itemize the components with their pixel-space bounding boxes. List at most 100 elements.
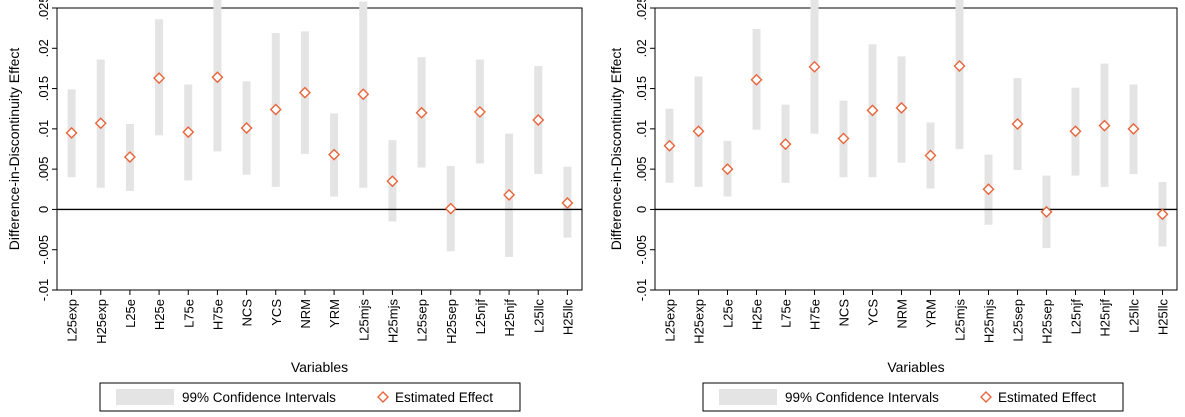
legend-effect-marker: [980, 391, 992, 403]
estimate-marker-YCS: [269, 103, 282, 116]
legend-effect-label: Estimated Effect: [395, 390, 493, 405]
x-tick-label: H25e: [152, 299, 167, 330]
x-tick-label: L25exp: [65, 299, 80, 342]
x-tick-label: L25mjs: [356, 299, 371, 341]
estimate-marker-H25mjs: [386, 175, 399, 188]
estimate-marker-H25njf: [1098, 119, 1111, 132]
estimate-marker-L25e: [123, 151, 136, 164]
estimate-marker-H25sep: [444, 202, 457, 215]
x-tick-label: H25njf: [502, 299, 517, 337]
x-tick-label: NRM: [895, 299, 910, 329]
x-tick-label: YRM: [327, 299, 342, 328]
x-tick-label: L25llc: [1127, 299, 1142, 333]
x-tick-label: YCS: [269, 299, 284, 326]
plot-frame: [654, 7, 1178, 291]
estimate-marker-NRM: [298, 86, 311, 99]
estimate-marker-YCS: [866, 104, 879, 117]
estimate-marker-H75e: [808, 60, 821, 73]
y-tick-label: -.005: [634, 235, 649, 265]
estimate-marker-H25e: [153, 72, 166, 85]
estimate-marker-H25exp: [94, 117, 107, 130]
y-tick-label: .01: [634, 120, 649, 138]
x-tick-label: H75e: [808, 299, 823, 330]
legend: 99% Confidence Intervals Estimated Effect: [702, 382, 1124, 412]
x-tick-label: L25e: [721, 299, 736, 328]
y-tick-label: 0: [634, 206, 649, 213]
x-tick-label: L25exp: [663, 299, 678, 342]
x-tick-label: L25llc: [531, 299, 546, 333]
estimate-marker-L25e: [721, 163, 734, 176]
legend-box: [99, 382, 521, 412]
estimate-marker-L25mjs: [953, 60, 966, 73]
estimate-marker-H25e: [750, 73, 763, 86]
x-axis-title: Variables: [887, 359, 944, 375]
x-tick-label: YCS: [866, 299, 881, 326]
y-axis-title: Difference-in-Discontinuity Effect: [6, 48, 22, 251]
estimate-marker-L25njf: [473, 105, 486, 118]
x-tick-label: H25njf: [1098, 299, 1113, 337]
legend-effect-marker: [377, 391, 389, 403]
estimate-marker-L25njf: [1069, 125, 1082, 138]
y-tick-label: .015: [634, 76, 649, 101]
y-tick-label: .005: [36, 156, 51, 181]
x-tick-label: YRM: [924, 299, 939, 328]
legend-ci-swatch: [116, 389, 174, 405]
chart-panel-2: -.01 -.005 0 .005 .01 .015 .02 .025 L25exp H25exp…: [608, 0, 1178, 412]
y-tick-label: 0: [36, 206, 51, 213]
x-tick-label: L75e: [779, 299, 794, 328]
y-tick-label: .025: [36, 0, 51, 21]
x-tick-label: H25mjs: [385, 299, 400, 344]
y-tick-label: .025: [634, 0, 649, 21]
x-tick-label: NRM: [298, 299, 313, 329]
estimate-marker-YRM: [328, 148, 341, 161]
legend-ci-swatch: [719, 389, 777, 405]
estimate-marker-L25llc: [1127, 122, 1140, 135]
x-tick-label: H25sep: [444, 299, 459, 344]
x-tick-label: L25e: [123, 299, 138, 328]
estimate-marker-L25exp: [65, 126, 78, 139]
chart-panel-1: -.01 -.005 0 .005 .01 .015 .02 .025 L25exp H25exp…: [6, 0, 583, 412]
x-tick-label: L25sep: [1011, 299, 1026, 342]
estimate-marker-L75e: [779, 138, 792, 151]
estimate-marker-NCS: [837, 132, 850, 145]
estimate-marker-L25mjs: [357, 88, 370, 101]
x-tick-label: L25mjs: [953, 299, 968, 341]
x-tick-label: NCS: [240, 299, 255, 327]
legend-ci-label: 99% Confidence Intervals: [182, 390, 336, 405]
y-tick-label: .015: [36, 76, 51, 101]
legend-ci-label: 99% Confidence Intervals: [785, 390, 939, 405]
y-tick-label: -.005: [36, 235, 51, 265]
y-tick-label: -.01: [36, 279, 51, 301]
estimate-marker-H25llc: [561, 196, 574, 209]
plot-frame: [56, 7, 583, 291]
x-tick-label: NCS: [837, 299, 852, 327]
estimate-marker-L25sep: [415, 106, 428, 119]
estimate-marker-L25exp: [663, 139, 676, 152]
estimate-marker-H75e: [211, 71, 224, 84]
estimate-marker-H25njf: [503, 188, 516, 201]
y-tick-label: .01: [36, 120, 51, 138]
x-tick-label: H25llc: [1156, 299, 1171, 336]
y-tick-label: .005: [634, 156, 649, 181]
estimate-marker-YRM: [924, 149, 937, 162]
y-tick-label: -.01: [634, 279, 649, 301]
estimate-marker-L25llc: [532, 114, 545, 126]
x-tick-label: H25llc: [560, 299, 575, 336]
y-axis-title: Difference-in-Discontinuity Effect: [608, 48, 624, 251]
ci-bar-L25mjs: [955, 0, 964, 149]
x-tick-label: H25mjs: [982, 299, 997, 344]
x-tick-label: H25sep: [1040, 299, 1055, 344]
x-tick-label: H25exp: [692, 299, 707, 344]
legend: 99% Confidence Intervals Estimated Effect: [99, 382, 521, 412]
x-tick-label: L75e: [181, 299, 196, 328]
estimate-marker-H25exp: [692, 125, 705, 138]
estimate-marker-H25sep: [1040, 205, 1053, 218]
estimate-marker-H25mjs: [982, 183, 995, 196]
x-tick-label: H25e: [750, 299, 765, 330]
estimate-marker-L25sep: [1011, 118, 1024, 131]
x-axis-title: Variables: [291, 359, 348, 375]
estimate-marker-L75e: [182, 126, 195, 139]
estimate-marker-NRM: [895, 101, 908, 114]
